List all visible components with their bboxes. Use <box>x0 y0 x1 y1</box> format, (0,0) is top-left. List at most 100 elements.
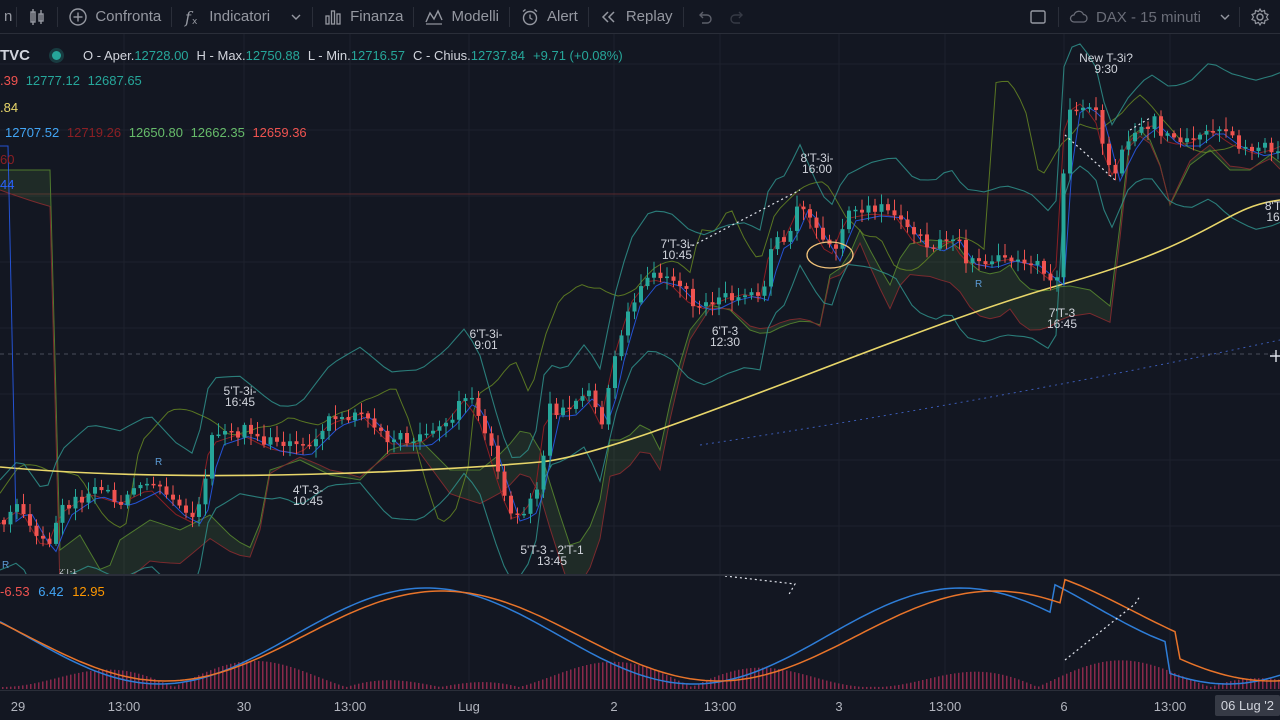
gear-icon <box>1250 7 1270 27</box>
toolbar-divider <box>413 6 415 27</box>
time-tick: Lug <box>458 699 480 714</box>
templates-button[interactable]: Modelli <box>414 0 509 34</box>
r-marker: R <box>2 560 10 571</box>
toolbar-divider <box>171 6 173 27</box>
symbol-interval-label: DAX - 15 minuti <box>1095 8 1201 26</box>
rewind-icon <box>599 7 619 27</box>
indicators-dropdown[interactable] <box>280 0 312 34</box>
compare-label: Confronta <box>95 8 162 25</box>
price-chart[interactable] <box>0 34 1280 574</box>
market-status-dot <box>52 51 61 60</box>
chart-style-button[interactable] <box>17 0 57 34</box>
redo-button[interactable] <box>724 0 752 34</box>
toolbar-partial-left[interactable]: n <box>0 0 16 34</box>
time-tick: 13:00 <box>107 699 141 714</box>
bollinger-legend: .39 12777.12 12687.65 <box>0 73 142 88</box>
cloud-icon <box>1069 7 1089 27</box>
fullscreen-button[interactable] <box>1018 0 1058 34</box>
annotation-label[interactable]: 6'T-3 12:30 <box>709 324 741 349</box>
open-value: 12728.00 <box>134 48 189 63</box>
annotation-label[interactable]: 8'T-3i- 16:00 <box>800 151 834 176</box>
symbol-interval-button[interactable]: DAX - 15 minuti <box>1059 0 1211 34</box>
svg-text:x: x <box>192 17 198 27</box>
bar-chart-icon <box>323 7 343 27</box>
chevron-down-icon <box>1215 7 1235 27</box>
replay-button[interactable]: Replay <box>589 0 683 34</box>
replay-label: Replay <box>625 8 673 25</box>
time-tick: 13:00 <box>1153 699 1187 714</box>
square-icon <box>1028 7 1048 27</box>
low-value: 12716.57 <box>350 48 405 63</box>
macd-pane[interactable] <box>0 576 1280 689</box>
annotation-label[interactable]: 7'T-3 16:45 <box>1046 306 1078 331</box>
toolbar-partial-text: n <box>4 8 13 25</box>
indicators-label: Indicatori <box>209 8 271 25</box>
open-label: O - Aper. <box>83 48 135 63</box>
toolbar-divider <box>509 6 510 27</box>
toolbar-divider <box>1239 7 1240 27</box>
ichimoku-lagging-value: 12650.80 <box>128 125 183 140</box>
toolbar-divider <box>312 6 314 27</box>
chevron-down-icon <box>286 7 306 27</box>
close-value: 12737.84 <box>470 48 526 63</box>
macd-legend: -6.53 6.42 12.95 <box>0 584 105 599</box>
annotation-label[interactable]: 6'T-3i- 9:01 <box>469 327 503 352</box>
time-tick: 30 <box>236 699 252 714</box>
time-tick: 13:00 <box>333 699 367 714</box>
undo-button[interactable] <box>684 0 724 34</box>
alarm-clock-icon <box>520 7 540 27</box>
alert-button[interactable]: Alert <box>510 0 588 34</box>
templates-icon <box>424 7 444 27</box>
bb-lower-value: 12687.65 <box>87 73 142 88</box>
time-tick: 3 <box>835 699 843 714</box>
high-value: 12750.88 <box>245 48 300 63</box>
crosshair-time-label: 06 Lug '2 <box>1214 695 1280 716</box>
time-tick: 13:00 <box>928 699 962 714</box>
toolbar-right-group: DAX - 15 minuti <box>1018 0 1280 34</box>
annotation-label[interactable]: New T-3i? 9:30 <box>1079 51 1133 76</box>
pane-separator[interactable] <box>0 574 1280 576</box>
symbol-name[interactable]: TVC <box>0 47 30 64</box>
low-label: L - Min. <box>307 48 351 63</box>
candlesticks <box>2 97 1280 548</box>
layout-dropdown[interactable] <box>1211 0 1239 34</box>
annotation-label[interactable]: 4'T-3- 10:45 <box>292 483 324 508</box>
toolbar-divider <box>1057 7 1059 27</box>
close-label: C - Chius. <box>413 48 471 63</box>
time-tick: 29 <box>10 699 26 714</box>
undo-icon <box>694 7 714 27</box>
templates-label: Modelli <box>451 8 499 25</box>
annotation-label[interactable]: 7'T-3i- 10:45 <box>660 237 694 262</box>
legend-row-partial: 60 <box>0 152 14 167</box>
finance-label: Finanza <box>350 8 404 25</box>
annotation-label[interactable]: 2'T-1 <box>59 569 77 574</box>
svg-text:f: f <box>184 8 194 27</box>
macd-signal-value: 12.95 <box>72 584 105 599</box>
annotation-label[interactable]: 5'T-3i- 16:45 <box>223 384 257 409</box>
legend-row-partial: 44 <box>0 177 14 192</box>
toolbar-divider <box>57 6 59 27</box>
finance-button[interactable]: Finanza <box>313 0 413 34</box>
ichimoku-conversion-value: 12707.52 <box>5 125 60 140</box>
macd-line-value: 6.42 <box>38 584 64 599</box>
indicator-lines <box>0 106 1280 553</box>
compare-button[interactable]: Confronta <box>58 0 171 34</box>
annotation-label[interactable]: 5'T-3 - 2'T-1 13:45 <box>520 543 584 568</box>
toolbar-divider <box>682 6 684 27</box>
ma-value: .84 <box>0 100 19 115</box>
time-tick: 2 <box>610 699 618 714</box>
macd-lines <box>0 578 1280 685</box>
annotation-label[interactable]: 8'T 16 <box>1264 199 1280 224</box>
settings-button[interactable] <box>1240 0 1280 34</box>
r-marker: R <box>155 457 163 468</box>
alert-label: Alert <box>547 8 578 25</box>
r-marker: R <box>975 279 983 290</box>
time-axis[interactable]: 29 13:00 30 13:00 Lug 2 13:00 3 13:00 6 … <box>0 690 1280 720</box>
candles-icon <box>27 7 47 27</box>
ma-legend: .84 <box>0 100 18 115</box>
macd-histogram <box>2 660 1280 689</box>
high-label: H - Max. <box>196 48 246 63</box>
